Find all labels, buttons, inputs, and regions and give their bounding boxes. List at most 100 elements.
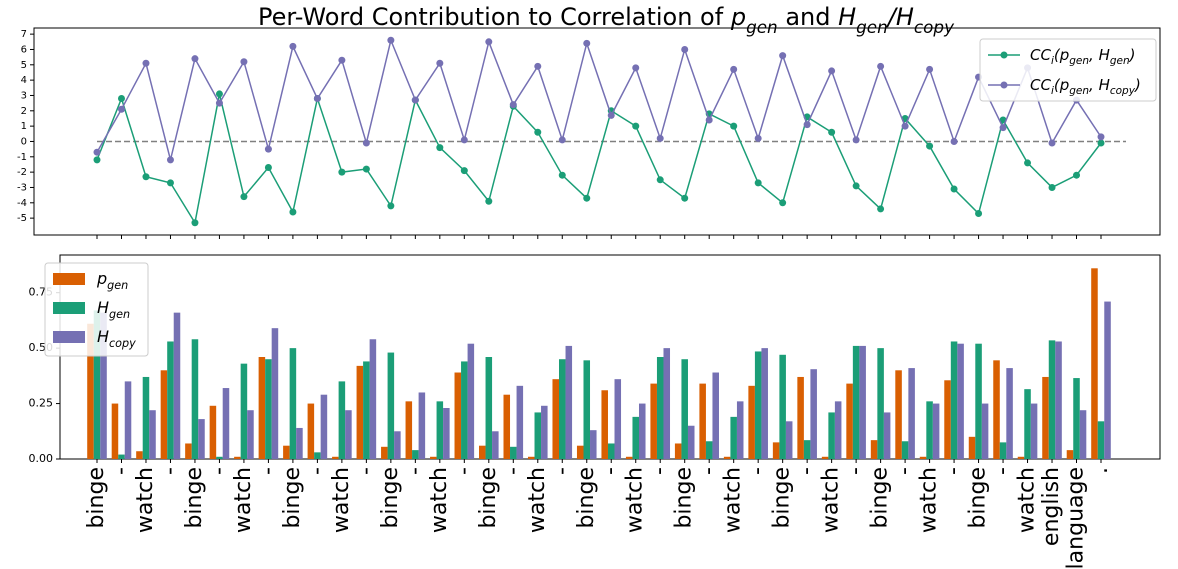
bar <box>381 446 388 459</box>
point <box>215 90 223 98</box>
point <box>803 121 811 129</box>
series-line <box>96 93 1102 225</box>
y-tick-label: -4 <box>17 198 27 209</box>
x-tick-label: - <box>745 467 770 475</box>
point <box>93 148 101 156</box>
bar <box>296 427 303 459</box>
point <box>166 179 174 187</box>
bar <box>314 452 321 459</box>
point <box>975 210 983 218</box>
point <box>950 185 958 193</box>
x-tick-label: - <box>990 467 1015 475</box>
bar <box>198 419 205 459</box>
bar <box>565 345 573 459</box>
x-tick-label: language <box>1064 467 1089 569</box>
x-tick-label: binge <box>770 467 795 529</box>
y-tick-label: -1 <box>17 152 27 163</box>
bar <box>167 341 174 459</box>
bar <box>625 456 633 459</box>
bar <box>779 354 786 459</box>
point <box>485 38 493 46</box>
point <box>656 176 664 184</box>
bar <box>1091 268 1098 459</box>
bar <box>797 376 804 459</box>
bar <box>723 456 731 459</box>
bar <box>124 381 132 459</box>
bar <box>87 323 94 459</box>
point <box>779 199 787 207</box>
bar <box>479 445 486 459</box>
x-tick-label: watch <box>133 467 158 533</box>
bar <box>908 368 915 459</box>
point <box>264 145 272 153</box>
bar <box>356 365 364 459</box>
bar <box>289 348 297 459</box>
point <box>558 136 566 144</box>
bar <box>222 388 230 459</box>
x-tick-label: - <box>696 467 721 475</box>
y-tick-label: 0.00 <box>29 452 54 465</box>
point <box>215 99 223 107</box>
bar <box>430 456 437 459</box>
y-tick-label: 5 <box>21 60 27 71</box>
bar <box>1079 410 1087 459</box>
bar <box>576 445 584 459</box>
point <box>191 219 199 227</box>
bar <box>160 370 168 459</box>
bar <box>405 401 413 459</box>
x-tick-label: - <box>500 467 525 475</box>
bar <box>870 440 878 459</box>
bar <box>240 363 248 459</box>
bar <box>136 451 143 459</box>
point <box>999 124 1007 132</box>
bar <box>748 385 755 459</box>
point <box>754 179 762 187</box>
bar <box>583 360 591 459</box>
x-tick-label: - <box>108 467 133 475</box>
bar <box>552 379 560 459</box>
bar <box>320 394 328 459</box>
x-tick-label: english <box>1039 467 1064 546</box>
y-tick-label: 6 <box>21 44 27 55</box>
y-tick-label: -5 <box>17 213 27 224</box>
bar <box>510 446 517 459</box>
bar <box>100 312 107 459</box>
bar <box>1024 389 1031 459</box>
bar <box>712 372 719 459</box>
point <box>901 122 909 130</box>
x-tick-label: binge <box>182 467 207 529</box>
bar <box>877 348 884 459</box>
bar <box>418 392 426 459</box>
bar <box>149 410 156 459</box>
x-tick-label: binge <box>280 467 305 529</box>
point <box>632 64 640 72</box>
point <box>534 128 542 136</box>
legend-marker <box>1000 81 1008 89</box>
point <box>362 165 370 173</box>
bar <box>1017 456 1025 459</box>
bar <box>614 379 622 459</box>
bar <box>443 408 450 459</box>
x-tick-label: - <box>892 467 917 475</box>
bar <box>975 343 982 459</box>
bar <box>932 403 940 459</box>
point <box>583 194 591 202</box>
bar <box>674 443 682 459</box>
x-tick-label: binge <box>84 467 109 529</box>
point <box>1048 183 1056 191</box>
bar <box>1073 378 1080 459</box>
bar <box>1030 403 1038 459</box>
bar <box>258 357 266 459</box>
bar <box>1066 450 1074 459</box>
bar <box>173 312 181 459</box>
bar <box>338 381 346 459</box>
point <box>387 36 395 44</box>
x-tick-label: watch <box>329 467 354 533</box>
bar <box>681 359 688 459</box>
point <box>387 202 395 210</box>
x-tick-label: - <box>794 467 819 475</box>
legend-swatch <box>53 302 85 314</box>
point <box>705 116 713 124</box>
bar <box>283 445 290 459</box>
